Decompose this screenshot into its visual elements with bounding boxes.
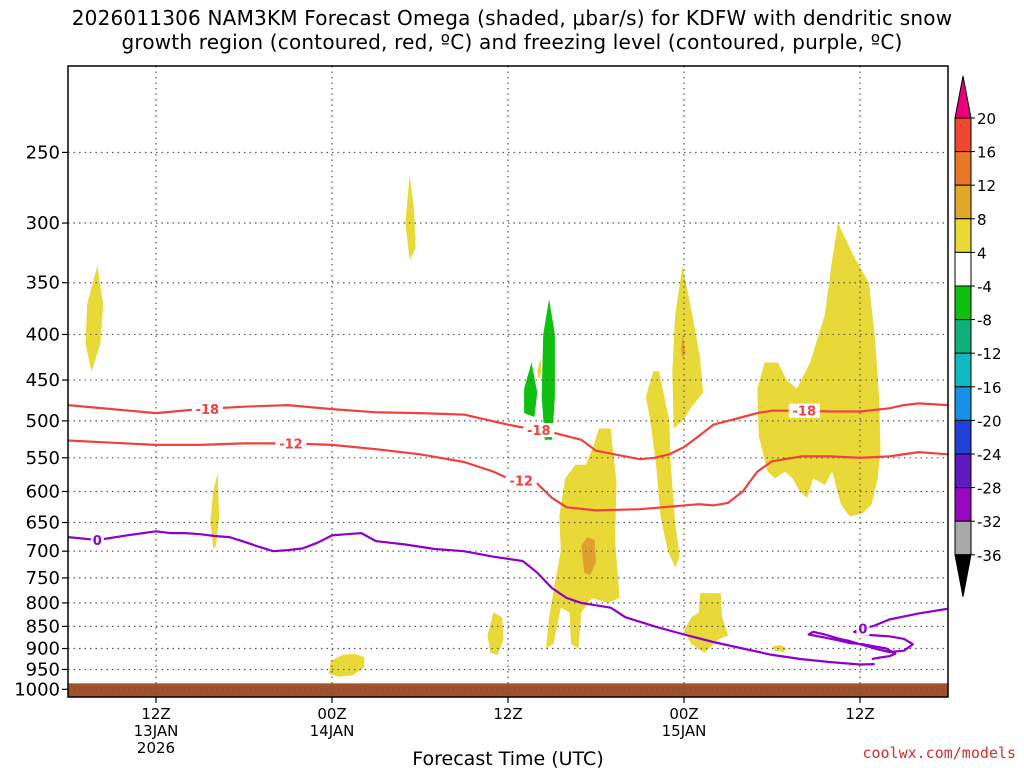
x-tick-label-h18-1: 14JAN [310, 722, 355, 740]
omega-area-8 [546, 428, 620, 649]
y-tick-label-700: 700 [26, 541, 60, 562]
dgz-contour-label-0-1: -18 [527, 424, 551, 439]
omega-area-4 [487, 612, 504, 655]
x-tick-label-h54-0: 12Z [845, 705, 874, 723]
x-tick-label-h18-0: 00Z [317, 705, 346, 723]
surface-fill [68, 683, 948, 697]
y-tick-label-300: 300 [26, 213, 60, 234]
omega-area-10 [645, 371, 680, 568]
omega-area-2 [329, 653, 365, 677]
y-tick-label-400: 400 [26, 324, 60, 345]
colorbar-segment-12 [954, 520, 972, 556]
dgz-contour-label-1-1: -12 [509, 474, 533, 489]
dgz-contour-label-bg-0-2 [788, 403, 820, 418]
colorbar-label-13: -36 [977, 547, 1002, 565]
x-tick-label-h30-0: 12Z [493, 705, 522, 723]
colorbar-segment-10 [954, 453, 972, 489]
y-tick-label-600: 600 [26, 481, 60, 502]
freezing-contour-label-1-0: 0 [858, 623, 867, 638]
colorbar-label-1: 16 [977, 144, 996, 162]
y-tick-label-800: 800 [26, 593, 60, 614]
y-tick-label-450: 450 [26, 370, 60, 391]
colorbar-segment-8 [954, 386, 972, 421]
colorbar-label-3: 8 [977, 211, 987, 229]
omega-area-5 [524, 362, 538, 417]
freezing-contour-label-bg-0-0 [90, 532, 104, 547]
dgz-contour-label-1-0: -12 [279, 437, 303, 452]
omega-area-14 [757, 223, 881, 517]
site-credit[interactable]: coolwx.com/models [862, 744, 1016, 762]
colorbar-segment-2 [954, 184, 972, 220]
dgz-contour-line-0 [68, 402, 948, 461]
colorbar-segment-11 [954, 487, 972, 522]
colorbar-segment-3 [954, 218, 972, 253]
colorbar-segment-7 [954, 352, 972, 388]
x-axis-title: Forecast Time (UTC) [412, 748, 603, 768]
x-tick-label-h6-2: 2026 [137, 739, 175, 757]
freezing-contour-label-bg-1-0 [856, 621, 870, 636]
dgz-contour-label-bg-1-0 [275, 436, 307, 451]
y-tick-label-950: 950 [26, 659, 60, 680]
chart-title-line-1: 2026011306 NAM3KM Forecast Omega (shaded… [71, 6, 953, 30]
colorbar-label-2: 12 [977, 177, 996, 195]
colorbar-label-6: -8 [977, 312, 992, 330]
colorbar-top-arrow [954, 75, 972, 119]
y-tick-label-550: 550 [26, 448, 60, 469]
dgz-contour-label-0-0: -18 [196, 403, 220, 418]
x-tick-label-h6-0: 12Z [141, 705, 170, 723]
colorbar-label-8: -16 [977, 379, 1002, 397]
colorbar-segment-9 [954, 419, 972, 455]
y-tick-label-500: 500 [26, 411, 60, 432]
colorbar-label-4: 4 [977, 244, 987, 262]
omega-area-9 [581, 537, 596, 576]
colorbar-label-7: -12 [977, 345, 1002, 363]
y-tick-label-750: 750 [26, 568, 60, 589]
omega-area-7 [537, 357, 542, 381]
plot-layer: -18 -18 -18 -12 -12 0 0 [68, 66, 948, 697]
omega-area-15 [772, 645, 787, 652]
colorbar-segment-1 [954, 151, 972, 186]
y-tick-label-250: 250 [26, 142, 60, 163]
colorbar-segment-4 [954, 251, 972, 287]
dgz-contour-label-0-2: -18 [793, 405, 817, 420]
freezing-contour-label-0-0: 0 [93, 534, 102, 549]
x-tick-label-h42-1: 15JAN [662, 722, 707, 740]
colorbar-label-12: -32 [977, 513, 1002, 531]
omega-area-0 [85, 265, 104, 372]
omega-area-3 [405, 175, 416, 260]
dgz-contour-label-bg-1-1 [505, 473, 537, 488]
x-tick-label-h6-1: 13JAN [134, 722, 179, 740]
colorbar-segment-5 [954, 285, 972, 321]
y-tick-label-850: 850 [26, 616, 60, 637]
chart-title: 2026011306 NAM3KM Forecast Omega (shaded… [0, 6, 1024, 54]
omega-area-11 [672, 265, 704, 429]
colorbar-bottom-arrow [954, 554, 972, 597]
omega-area-6 [541, 299, 555, 440]
freezing-contour-line-0 [68, 530, 875, 666]
colorbar-label-0: 20 [977, 110, 996, 128]
dgz-contour-label-bg-0-1 [523, 423, 555, 438]
dgz-contour-label-bg-0-0 [191, 402, 223, 417]
colorbar-segment-0 [954, 117, 972, 153]
colorbar-label-10: -24 [977, 446, 1002, 464]
y-tick-label-1000: 1000 [14, 679, 60, 700]
chart-title-line-2: growth region (contoured, red, ºC) and f… [121, 30, 903, 54]
colorbar-label-9: -20 [977, 412, 1002, 430]
colorbar-label-5: -4 [977, 278, 992, 296]
x-tick-label-h42-0: 00Z [669, 705, 698, 723]
y-tick-label-350: 350 [26, 273, 60, 294]
y-tick-label-900: 900 [26, 639, 60, 660]
freezing-contour-line-1 [807, 607, 948, 661]
colorbar-segment-6 [954, 319, 972, 354]
y-tick-label-650: 650 [26, 512, 60, 533]
colorbar-label-11: -28 [977, 480, 1002, 498]
